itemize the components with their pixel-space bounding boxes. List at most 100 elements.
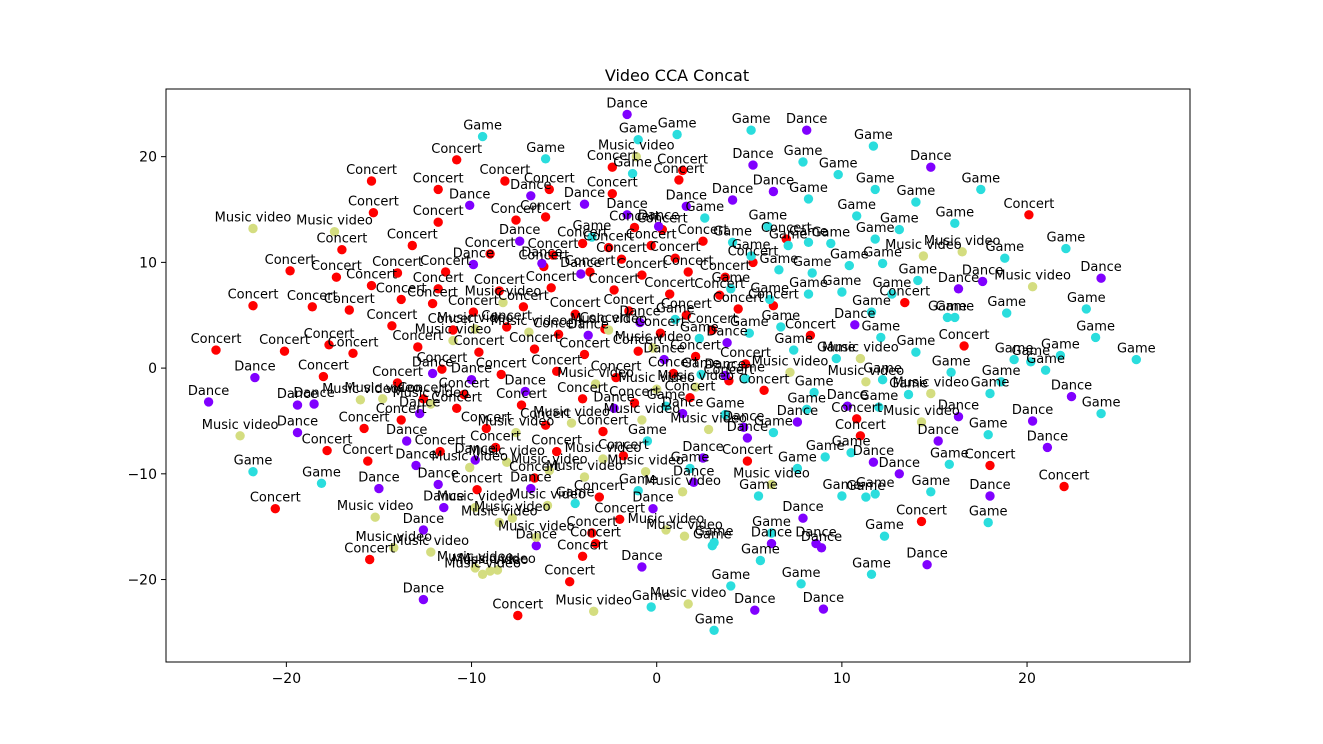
scatter-point [748, 160, 758, 170]
scatter-point [472, 485, 482, 495]
point-label: Music video [498, 519, 575, 534]
point-label: Concert [520, 407, 571, 422]
scatter-point [677, 165, 688, 176]
point-label: Dance [521, 245, 562, 260]
point-label: Music video [657, 369, 734, 384]
scatter-point [433, 217, 443, 227]
point-label: Game [760, 252, 799, 267]
point-label: Concert [526, 270, 577, 285]
point-label: Dance [723, 409, 764, 424]
point-label: Dance [727, 420, 768, 435]
point-label: Game [898, 262, 937, 277]
point-label: Game [880, 212, 919, 227]
scatter-point [911, 347, 921, 357]
scatter-point [544, 465, 554, 476]
point-label: Dance [910, 149, 951, 164]
point-label: Music video [555, 593, 632, 608]
point-label: Game [463, 119, 502, 134]
x-tick-label: −10 [457, 671, 487, 687]
scatter-point [774, 265, 784, 275]
scatter-point [470, 455, 480, 465]
scatter-point [531, 541, 541, 551]
point-label: Game [713, 224, 752, 239]
scatter-point [916, 417, 927, 427]
scatter-point [418, 594, 429, 605]
point-label: Music video [565, 441, 642, 456]
point-label: Music video [478, 415, 555, 430]
point-label: Concert [939, 328, 990, 343]
scatter-point [553, 329, 564, 339]
scatter-point [392, 378, 403, 388]
point-label: Concert [339, 410, 390, 425]
point-label: Concert [1039, 469, 1090, 484]
point-label: Concert [965, 447, 1016, 462]
point-label: Music video [392, 534, 469, 549]
point-label: Music video [344, 381, 421, 396]
scatter-point [802, 404, 812, 414]
point-label: Game [863, 245, 902, 260]
scatter-point [837, 287, 847, 297]
scatter-point [792, 463, 803, 474]
scatter-point [513, 610, 523, 621]
scatter-point [646, 240, 656, 251]
scatter-point [715, 290, 725, 300]
scatter-point [418, 394, 429, 404]
point-label: Concert [250, 491, 301, 506]
point-label: Game [526, 141, 565, 156]
point-label: Music video [437, 311, 514, 326]
point-label: Game [897, 184, 936, 199]
point-label: Concert [598, 438, 649, 453]
scatter-point [846, 448, 856, 458]
point-label: Dance [510, 471, 551, 486]
scatter-point [448, 335, 458, 346]
point-label: Concert [613, 333, 664, 348]
point-label: Game [932, 354, 971, 369]
point-label: Dance [564, 186, 605, 201]
scatter-point [985, 460, 995, 471]
point-label: Concert [739, 372, 790, 387]
point-label: Music video [431, 450, 508, 465]
scatter-point [707, 541, 717, 551]
scatter-point [679, 531, 690, 541]
scatter-point [279, 346, 290, 356]
scatter-point [433, 479, 443, 490]
point-label: Game [832, 435, 871, 450]
point-label: Game [711, 271, 750, 286]
scatter-point [607, 162, 617, 172]
scatter-point [324, 340, 334, 350]
point-label: Concert [415, 434, 466, 449]
point-label: Dance [782, 500, 823, 515]
point-label: Concert [644, 276, 695, 291]
y-tick-label: 10 [139, 255, 157, 271]
scatter-point [440, 267, 451, 277]
scatter-point [250, 372, 260, 383]
point-label: Concert [785, 317, 836, 332]
scatter-point [661, 401, 671, 411]
scatter-point [389, 543, 399, 553]
point-label: Dance [879, 456, 920, 471]
point-label: Dance [516, 528, 557, 543]
scatter-point [1081, 304, 1092, 314]
scatter-point [552, 366, 562, 376]
scatter-point [1040, 365, 1051, 375]
point-label: Music video [415, 323, 492, 338]
scatter-point [803, 289, 814, 299]
point-label: Concert [879, 285, 930, 300]
point-label: Concert [657, 152, 708, 167]
point-label: Game [961, 171, 1000, 186]
scatter-point [633, 486, 643, 496]
point-label: Dance [673, 464, 714, 479]
point-label: Game [1026, 352, 1065, 367]
scatter-point [435, 446, 445, 457]
point-label: Dance [293, 386, 334, 401]
scatter-point [292, 427, 303, 438]
point-label: Concert [416, 351, 467, 366]
scatter-point [681, 201, 691, 211]
scatter-point [820, 452, 830, 462]
point-label: Dance [777, 404, 818, 419]
scatter-point [439, 502, 449, 513]
point-label: Game [619, 122, 658, 137]
scatter-point [903, 389, 914, 400]
point-label: Game [769, 228, 808, 243]
scatter-point [577, 551, 588, 561]
